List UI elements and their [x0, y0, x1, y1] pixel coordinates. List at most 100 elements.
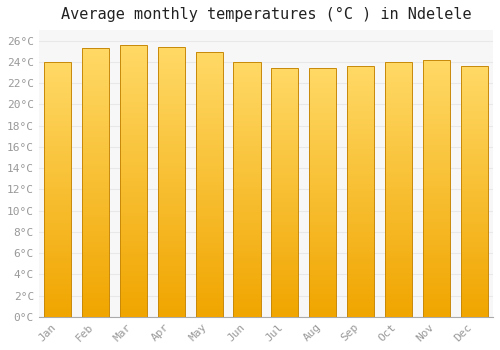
Bar — [44, 70, 72, 72]
Bar — [460, 199, 488, 202]
Bar — [385, 312, 412, 314]
Bar — [271, 83, 298, 86]
Bar — [196, 288, 223, 290]
Bar — [196, 55, 223, 58]
Bar — [347, 241, 374, 244]
Bar — [196, 216, 223, 219]
Bar — [120, 298, 147, 301]
Bar — [196, 60, 223, 63]
Bar — [271, 270, 298, 272]
Bar — [82, 91, 109, 94]
Bar — [120, 80, 147, 83]
Bar — [347, 139, 374, 141]
Bar — [44, 95, 72, 98]
Bar — [309, 255, 336, 257]
Bar — [196, 274, 223, 277]
Bar — [271, 73, 298, 76]
Bar — [158, 203, 185, 206]
Bar — [271, 245, 298, 247]
Bar — [271, 210, 298, 212]
Bar — [347, 299, 374, 302]
Bar — [309, 148, 336, 150]
Bar — [82, 255, 109, 258]
Bar — [271, 78, 298, 81]
Bar — [44, 179, 72, 182]
Bar — [158, 144, 185, 147]
Bar — [120, 192, 147, 195]
Bar — [82, 228, 109, 231]
Bar — [460, 159, 488, 161]
Bar — [422, 60, 450, 317]
Bar — [44, 113, 72, 116]
Bar — [196, 155, 223, 158]
Bar — [460, 277, 488, 279]
Bar — [120, 195, 147, 197]
Bar — [422, 284, 450, 286]
Bar — [460, 234, 488, 237]
Bar — [82, 290, 109, 293]
Bar — [422, 163, 450, 165]
Bar — [234, 312, 260, 314]
Bar — [309, 252, 336, 255]
Bar — [234, 128, 260, 131]
Bar — [196, 293, 223, 296]
Bar — [234, 248, 260, 251]
Bar — [460, 249, 488, 252]
Bar — [309, 93, 336, 96]
Bar — [422, 145, 450, 147]
Bar — [460, 99, 488, 101]
Bar — [82, 236, 109, 239]
Bar — [460, 307, 488, 309]
Bar — [44, 136, 72, 138]
Bar — [158, 249, 185, 252]
Bar — [44, 268, 72, 271]
Bar — [460, 187, 488, 189]
Bar — [385, 314, 412, 317]
Bar — [347, 196, 374, 199]
Bar — [44, 67, 72, 70]
Bar — [460, 154, 488, 156]
Bar — [460, 269, 488, 272]
Bar — [234, 286, 260, 289]
Bar — [347, 66, 374, 317]
Bar — [309, 240, 336, 242]
Bar — [309, 163, 336, 165]
Bar — [385, 167, 412, 169]
Bar — [196, 219, 223, 222]
Bar — [271, 265, 298, 267]
Bar — [120, 53, 147, 56]
Title: Average monthly temperatures (°C ) in Ndelele: Average monthly temperatures (°C ) in Nd… — [60, 7, 471, 22]
Bar — [82, 204, 109, 206]
Bar — [120, 230, 147, 232]
Bar — [234, 245, 260, 248]
Bar — [309, 277, 336, 280]
Bar — [309, 270, 336, 272]
Bar — [347, 272, 374, 274]
Bar — [158, 74, 185, 77]
Bar — [82, 244, 109, 247]
Bar — [196, 105, 223, 108]
Bar — [422, 276, 450, 278]
Bar — [385, 304, 412, 307]
Bar — [196, 309, 223, 312]
Bar — [385, 75, 412, 77]
Bar — [385, 240, 412, 243]
Bar — [82, 107, 109, 110]
Bar — [422, 281, 450, 284]
Bar — [422, 211, 450, 214]
Bar — [347, 194, 374, 196]
Bar — [422, 155, 450, 158]
Bar — [460, 167, 488, 169]
Bar — [347, 191, 374, 194]
Bar — [347, 129, 374, 131]
Bar — [385, 133, 412, 136]
Bar — [234, 217, 260, 220]
Bar — [120, 219, 147, 222]
Bar — [347, 124, 374, 126]
Bar — [158, 241, 185, 244]
Bar — [422, 191, 450, 194]
Bar — [422, 291, 450, 294]
Bar — [120, 224, 147, 227]
Bar — [460, 66, 488, 317]
Bar — [82, 174, 109, 177]
